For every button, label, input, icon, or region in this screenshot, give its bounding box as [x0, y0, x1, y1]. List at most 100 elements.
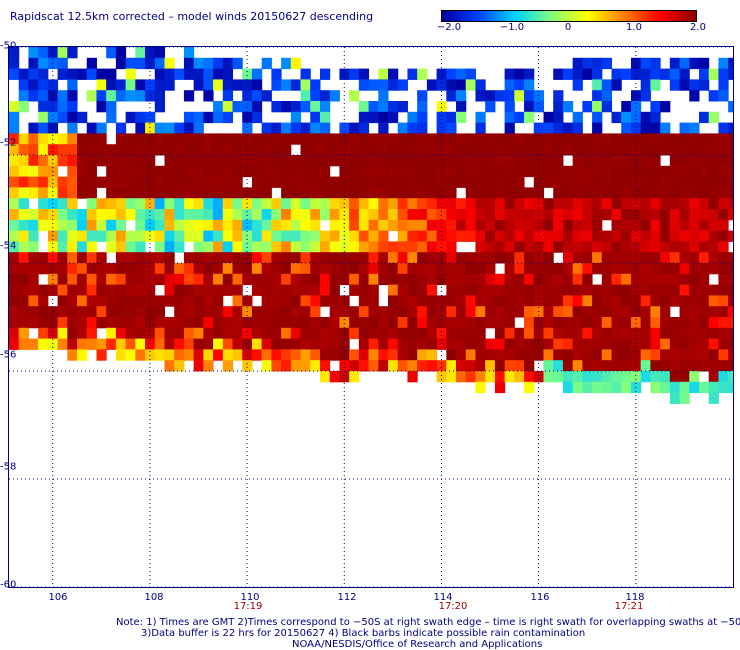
heatmap-cell — [67, 306, 78, 318]
heatmap-cell — [533, 122, 544, 134]
heatmap-cell — [232, 241, 243, 253]
heatmap-cell — [494, 187, 506, 199]
heatmap-cell — [621, 338, 632, 350]
heatmap-cell — [698, 111, 710, 124]
heatmap-cell — [592, 187, 603, 199]
heatmap-cell — [397, 133, 408, 145]
heatmap-cell — [164, 209, 175, 221]
heatmap-cell — [698, 295, 710, 307]
heatmap-cell — [135, 111, 146, 124]
heatmap-cell — [630, 144, 642, 156]
heatmap-cell — [242, 295, 253, 307]
heatmap-cell — [601, 360, 613, 372]
heatmap-cell — [145, 219, 156, 232]
heatmap-cell — [232, 101, 243, 113]
heatmap-cell — [650, 219, 661, 232]
heatmap-cell — [183, 263, 195, 275]
heatmap-cell — [640, 273, 651, 286]
heatmap-cell — [504, 371, 515, 383]
heatmap-cell — [640, 219, 651, 232]
heatmap-cell — [426, 187, 438, 199]
heatmap-cell — [115, 263, 127, 275]
heatmap-cell — [553, 241, 564, 253]
heatmap-cell — [319, 165, 331, 178]
heatmap-svg — [9, 47, 733, 587]
heatmap-cell — [329, 263, 340, 275]
heatmap-cell — [271, 241, 282, 253]
heatmap-cell — [407, 165, 418, 178]
heatmap-cell — [611, 252, 622, 264]
heatmap-cell — [426, 338, 438, 350]
heatmap-cell — [494, 349, 506, 361]
heatmap-cell — [38, 252, 49, 264]
heatmap-cell — [689, 79, 700, 91]
heatmap-cell — [222, 133, 234, 145]
heatmap-cell — [582, 101, 593, 113]
heatmap-cell — [465, 187, 476, 199]
heatmap-cell — [9, 327, 20, 340]
heatmap-cell — [242, 101, 253, 113]
heatmap-cell — [592, 381, 603, 394]
heatmap-cell — [290, 111, 302, 124]
heatmap-cell — [543, 144, 554, 156]
heatmap-cell — [203, 165, 214, 178]
heatmap-cell — [281, 144, 292, 156]
heatmap-cell — [465, 165, 476, 178]
heatmap-cell — [164, 219, 175, 232]
heatmap-cell — [9, 165, 20, 178]
heatmap-cell — [145, 187, 156, 199]
heatmap-cell — [213, 209, 224, 221]
heatmap-cell — [407, 241, 418, 253]
heatmap-cell — [718, 90, 729, 102]
heatmap-cell — [582, 327, 593, 340]
heatmap-cell — [358, 349, 370, 361]
heatmap-cell — [728, 252, 733, 264]
heatmap-cell — [456, 176, 467, 188]
heatmap-cell — [718, 57, 729, 70]
heatmap-cell — [582, 349, 593, 361]
heatmap-cell — [407, 327, 418, 340]
heatmap-cell — [465, 144, 476, 156]
heatmap-cell — [388, 317, 399, 329]
heatmap-cell — [679, 284, 690, 296]
heatmap-cell — [679, 273, 690, 286]
heatmap-cell — [164, 198, 175, 210]
heatmap-cell — [319, 155, 331, 167]
heatmap-cell — [193, 79, 204, 91]
heatmap-cell — [67, 295, 78, 307]
heatmap-cell — [319, 198, 331, 210]
heatmap-cell — [28, 187, 39, 199]
heatmap-cell — [601, 79, 613, 91]
heatmap-cell — [446, 133, 457, 145]
heatmap-cell — [475, 133, 486, 145]
heatmap-cell — [193, 144, 204, 156]
heatmap-cell — [9, 176, 20, 188]
heatmap-cell — [640, 284, 651, 296]
heatmap-cell — [378, 273, 389, 286]
heatmap-cell — [271, 295, 282, 307]
heatmap-cell — [106, 198, 117, 210]
heatmap-cell — [504, 349, 515, 361]
heatmap-cell — [57, 284, 68, 296]
heatmap-cell — [514, 68, 525, 80]
heatmap-cell — [397, 360, 408, 372]
heatmap-cell — [592, 349, 603, 361]
heatmap-cell — [135, 327, 146, 340]
heatmap-cell — [154, 317, 165, 329]
heatmap-cell — [601, 338, 613, 350]
heatmap-cell — [650, 306, 661, 318]
heatmap-cell — [164, 187, 175, 199]
heatmap-cell — [213, 198, 224, 210]
heatmap-cell — [281, 79, 292, 91]
heatmap-cell — [368, 306, 379, 318]
heatmap-cell — [494, 155, 506, 167]
heatmap-cell — [154, 209, 165, 221]
heatmap-cell — [368, 263, 379, 275]
heatmap-cell — [57, 101, 68, 113]
heatmap-cell — [251, 133, 263, 145]
heatmap-cell — [271, 273, 282, 286]
heatmap-cell — [572, 371, 583, 383]
heatmap-cell — [436, 295, 447, 307]
heatmap-cell — [640, 306, 651, 318]
heatmap-cell — [319, 371, 331, 383]
